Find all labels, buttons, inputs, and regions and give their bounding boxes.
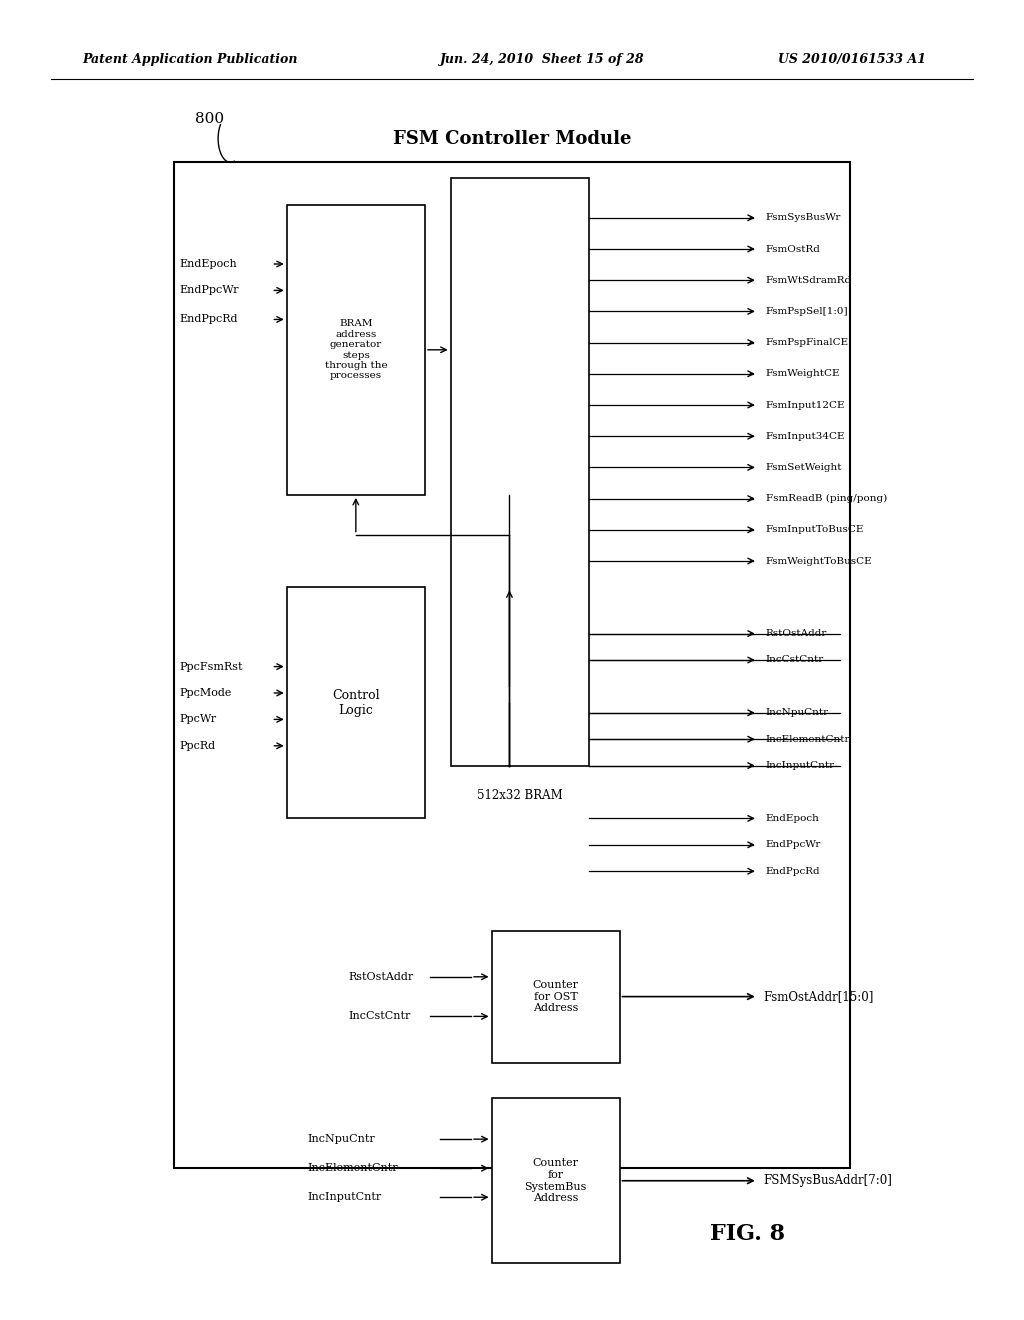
Text: IncCstCntr: IncCstCntr (348, 1011, 411, 1022)
Text: FsmOstRd: FsmOstRd (766, 244, 821, 253)
Text: EndPpcRd: EndPpcRd (766, 867, 820, 875)
Text: EndEpoch: EndEpoch (179, 259, 237, 269)
Text: EndEpoch: EndEpoch (766, 814, 820, 822)
Text: RstOstAddr: RstOstAddr (348, 972, 414, 982)
Text: FsmInput12CE: FsmInput12CE (766, 400, 846, 409)
Text: FsmSysBusWr: FsmSysBusWr (766, 214, 842, 222)
Text: 512x32 BRAM: 512x32 BRAM (477, 789, 562, 803)
FancyBboxPatch shape (492, 1098, 620, 1263)
Text: FSM Controller Module: FSM Controller Module (393, 129, 631, 148)
Text: FsmPspSel[1:0]: FsmPspSel[1:0] (766, 308, 849, 315)
Text: PpcMode: PpcMode (179, 688, 231, 698)
FancyBboxPatch shape (174, 162, 850, 1168)
Text: Control
Logic: Control Logic (332, 689, 380, 717)
Text: IncInputCntr: IncInputCntr (766, 762, 836, 770)
Text: FsmWeightToBusCE: FsmWeightToBusCE (766, 557, 872, 565)
Text: FIG. 8: FIG. 8 (710, 1224, 785, 1245)
Text: IncNpuCntr: IncNpuCntr (766, 709, 829, 717)
Text: IncElementCntr: IncElementCntr (307, 1163, 398, 1173)
Text: PpcFsmRst: PpcFsmRst (179, 661, 243, 672)
Text: IncInputCntr: IncInputCntr (307, 1192, 382, 1203)
Text: IncElementCntr: IncElementCntr (766, 735, 851, 743)
Text: PpcWr: PpcWr (179, 714, 216, 725)
Text: FsmReadB (ping/pong): FsmReadB (ping/pong) (766, 494, 887, 503)
Text: 800: 800 (195, 112, 223, 125)
Text: Counter
for
SystemBus
Address: Counter for SystemBus Address (524, 1159, 587, 1203)
FancyBboxPatch shape (287, 587, 425, 818)
Text: Patent Application Publication: Patent Application Publication (82, 53, 297, 66)
Text: PpcRd: PpcRd (179, 741, 215, 751)
FancyBboxPatch shape (492, 931, 620, 1063)
Text: Counter
for OST
Address: Counter for OST Address (532, 979, 579, 1014)
FancyBboxPatch shape (287, 205, 425, 495)
Text: FsmPspFinalCE: FsmPspFinalCE (766, 338, 849, 347)
Text: FsmInput34CE: FsmInput34CE (766, 432, 846, 441)
Text: FsmWeightCE: FsmWeightCE (766, 370, 841, 379)
Text: RstOstAddr: RstOstAddr (766, 630, 827, 638)
Text: IncCstCntr: IncCstCntr (766, 656, 824, 664)
Text: EndPpcWr: EndPpcWr (179, 285, 239, 296)
Text: FSMSysBusAddr[7:0]: FSMSysBusAddr[7:0] (763, 1175, 892, 1187)
Text: EndPpcWr: EndPpcWr (766, 841, 821, 849)
Text: FsmSetWeight: FsmSetWeight (766, 463, 843, 473)
Text: US 2010/0161533 A1: US 2010/0161533 A1 (778, 53, 927, 66)
FancyBboxPatch shape (451, 178, 589, 766)
Text: BRAM
address
generator
steps
through the
processes: BRAM address generator steps through the… (325, 319, 387, 380)
Text: FsmInputToBusCE: FsmInputToBusCE (766, 525, 864, 535)
Text: FsmOstAddr[15:0]: FsmOstAddr[15:0] (763, 990, 873, 1003)
Text: IncNpuCntr: IncNpuCntr (307, 1134, 375, 1144)
Text: FsmWtSdramRd: FsmWtSdramRd (766, 276, 852, 285)
Text: Jun. 24, 2010  Sheet 15 of 28: Jun. 24, 2010 Sheet 15 of 28 (440, 53, 645, 66)
Text: EndPpcRd: EndPpcRd (179, 314, 238, 325)
